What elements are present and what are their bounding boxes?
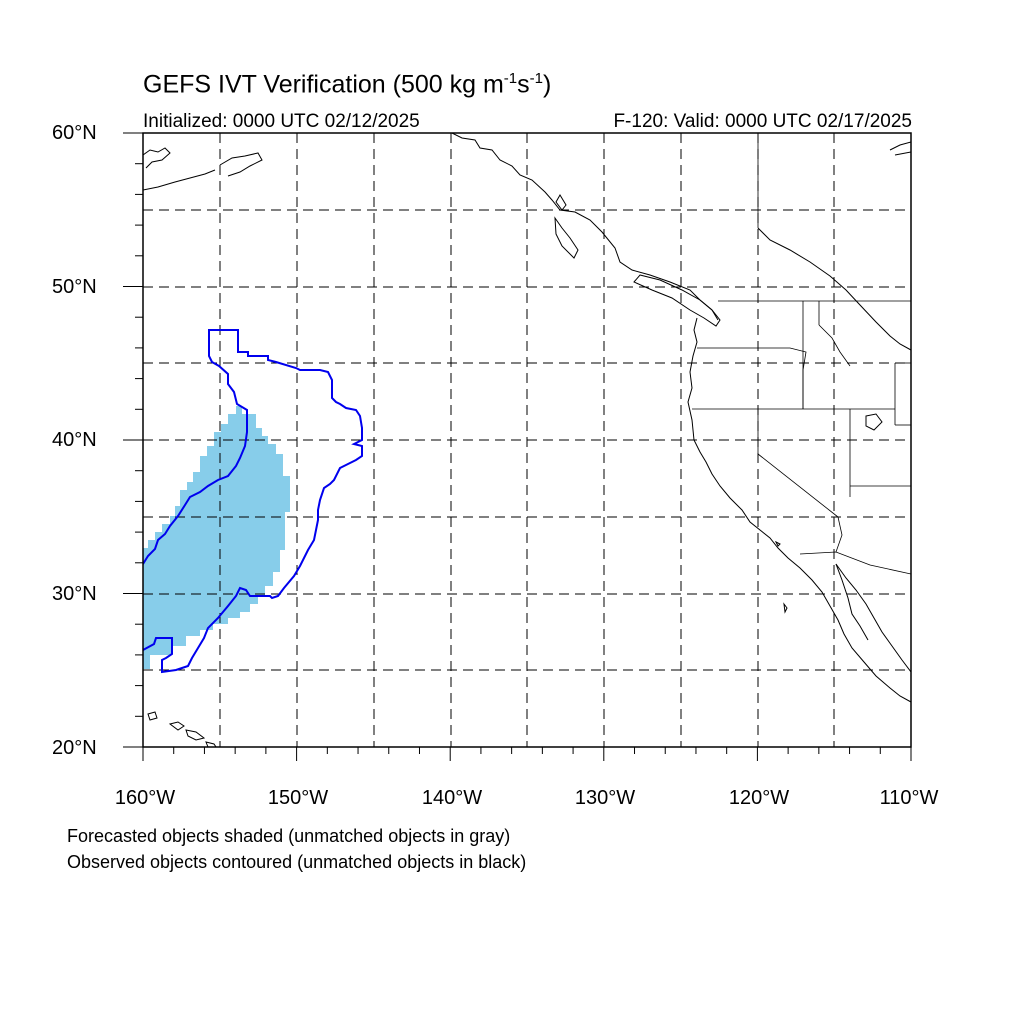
coastlines [143, 133, 911, 747]
title-sup2: -1 [529, 70, 543, 87]
lat-label-30n: 30°N [52, 583, 97, 605]
lat-label-20n: 20°N [52, 737, 97, 759]
lat-label-50n: 50°N [52, 276, 97, 298]
observed-object-contour [143, 329, 363, 674]
lon-label-120w: 120°W [728, 787, 790, 809]
lon-label-160w: 160°W [114, 787, 176, 809]
lon-label-140w: 140°W [421, 787, 483, 809]
forecast-object [143, 406, 290, 669]
valid-label: F-120: Valid: 0000 UTC 02/17/2025 [613, 111, 912, 132]
observed-object [143, 329, 363, 674]
political-borders [692, 133, 911, 575]
forecast-note: Forecasted objects shaded (unmatched obj… [67, 826, 511, 846]
graticule [143, 133, 911, 747]
observed-note: Observed objects contoured (unmatched ob… [67, 852, 527, 872]
title-main: GEFS IVT Verification (500 kg m [143, 70, 504, 99]
title-sup1: -1 [503, 70, 518, 87]
axis-ticks [123, 132, 912, 761]
lon-label-130w: 130°W [574, 787, 636, 809]
lon-label-110w: 110°W [879, 787, 939, 809]
lon-label-150w: 150°W [267, 787, 329, 809]
lat-label-60n: 60°N [52, 122, 97, 144]
title-mid: s [517, 70, 530, 99]
map-title: GEFS IVT Verification (500 kg m-1s-1) [143, 70, 551, 99]
forecast-object-shape [143, 406, 290, 669]
lat-label-40n: 40°N [52, 429, 97, 451]
initialized-label: Initialized: 0000 UTC 02/12/2025 [143, 111, 420, 132]
title-end: ) [542, 70, 552, 99]
